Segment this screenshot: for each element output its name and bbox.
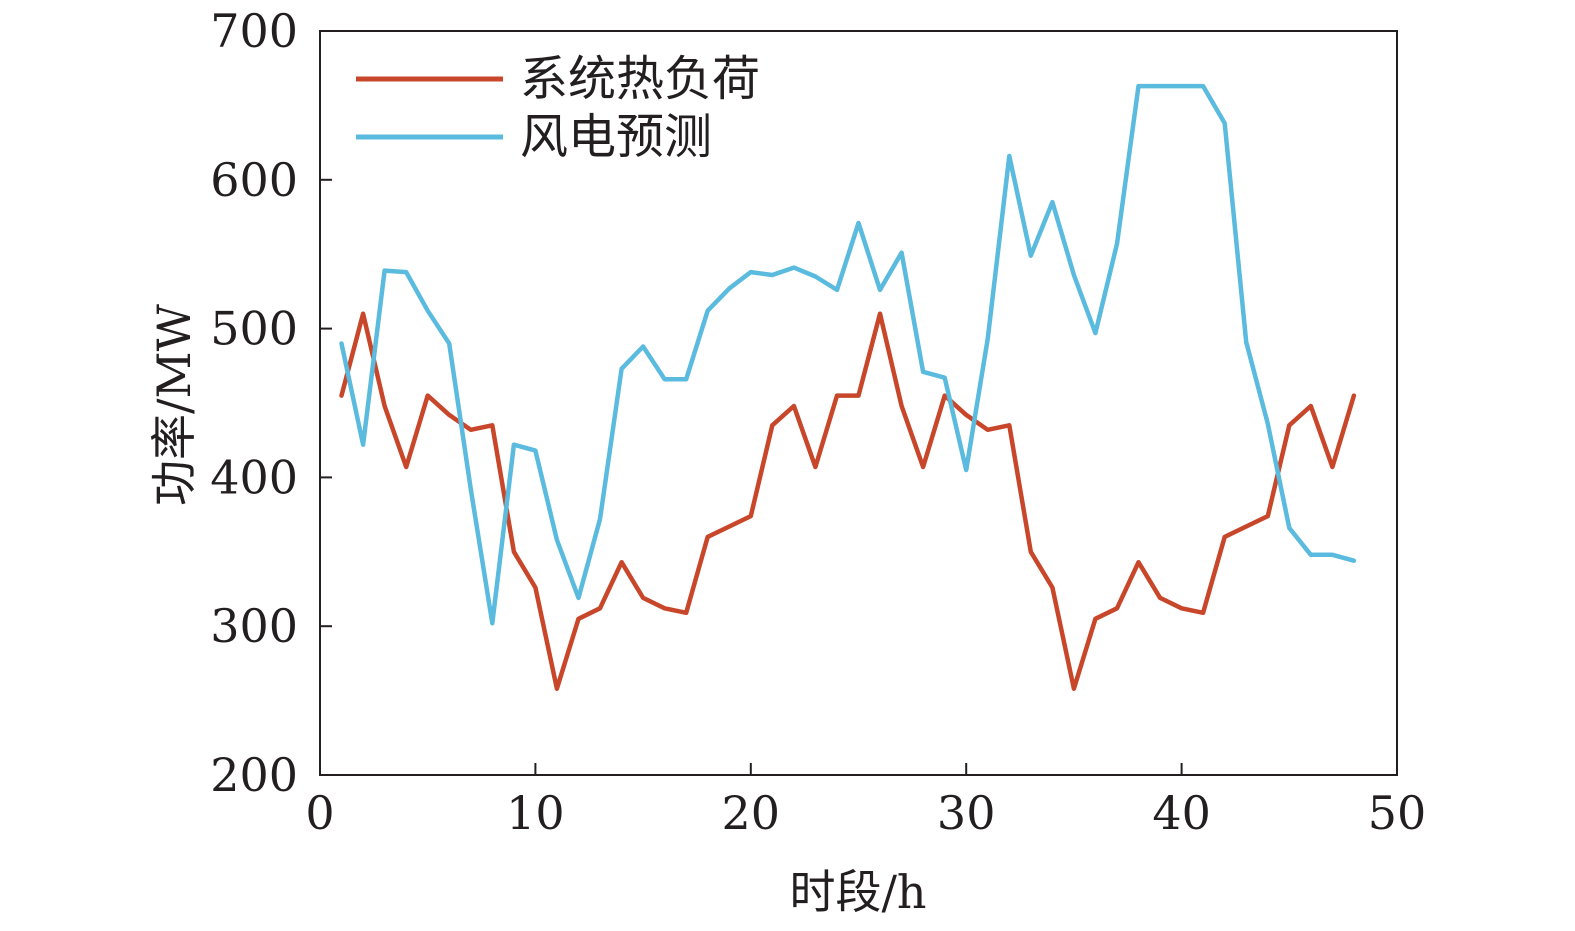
- y-tick-label: 300: [210, 599, 298, 653]
- y-tick-label: 700: [210, 4, 298, 58]
- plot-area-frame: [319, 30, 1398, 776]
- series-line-2: [339, 83, 1357, 626]
- series-lines: [339, 83, 1357, 691]
- y-tick-label: 200: [210, 748, 298, 802]
- y-tick-label: 500: [210, 302, 298, 356]
- series-line-1: [339, 311, 1357, 691]
- y-tick-label: 400: [210, 450, 298, 504]
- legend-label-2: 风电预测: [520, 109, 712, 165]
- x-tick-label: 0: [305, 786, 334, 840]
- x-tick-label: 30: [937, 786, 996, 840]
- y-axis-title: 功率/MW: [147, 303, 201, 506]
- y-axis: 200 300 400 500 600 700: [210, 4, 332, 802]
- x-axis-title: 时段/h: [789, 865, 926, 919]
- legend-label-1: 系统热负荷: [520, 51, 760, 107]
- x-tick-label: 20: [722, 786, 781, 840]
- x-tick-label: 50: [1368, 786, 1427, 840]
- x-tick-label: 10: [506, 786, 565, 840]
- x-tick-label: 40: [1152, 786, 1211, 840]
- x-axis: 0 10 20 30 40 50: [305, 763, 1426, 840]
- y-tick-label: 600: [210, 153, 298, 207]
